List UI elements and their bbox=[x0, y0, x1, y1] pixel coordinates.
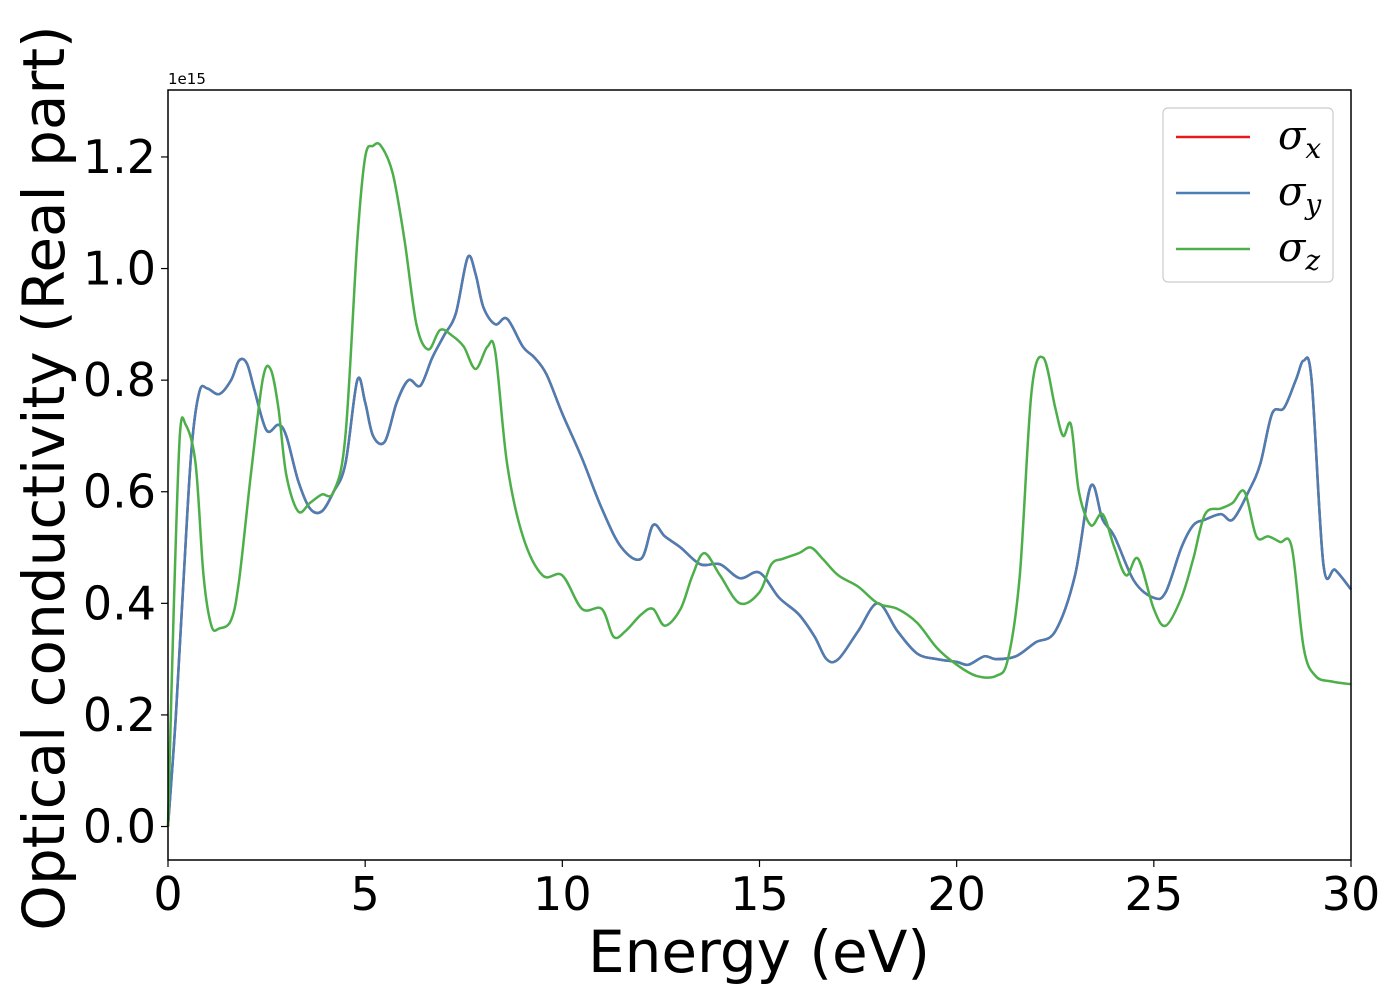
x-tick-label: 20 bbox=[927, 867, 986, 921]
y-tick-label: 0.0 bbox=[83, 800, 156, 854]
x-axis-ticks: 0 5 10 15 20 25 30 bbox=[153, 860, 1380, 921]
y-axis-label: Optical conductivity (Real part) bbox=[10, 25, 78, 930]
y-tick-label: 0.4 bbox=[83, 576, 156, 630]
x-tick-label: 5 bbox=[351, 867, 380, 921]
y-tick-label: 0.8 bbox=[83, 353, 156, 407]
legend-box bbox=[1162, 107, 1334, 283]
y-axis-ticks: 0.0 0.2 0.4 0.6 0.8 1.0 1.2 bbox=[83, 130, 168, 854]
y-tick-label: 0.6 bbox=[83, 465, 156, 519]
legend-label-y: σy bbox=[1278, 169, 1322, 221]
x-axis-label: Energy (eV) bbox=[588, 918, 930, 986]
x-tick-label: 15 bbox=[730, 867, 789, 921]
y-tick-label: 1.2 bbox=[83, 130, 156, 184]
y-tick-label: 0.2 bbox=[83, 688, 156, 742]
legend-label-x: σx bbox=[1278, 113, 1321, 165]
series-line-y bbox=[166, 254, 1352, 827]
x-tick-label: 10 bbox=[533, 867, 592, 921]
x-tick-label: 0 bbox=[153, 867, 182, 921]
y-tick-label: 1.0 bbox=[83, 242, 156, 296]
x-tick-label: 30 bbox=[1322, 867, 1381, 921]
x-tick-label: 25 bbox=[1125, 867, 1184, 921]
series-line-x bbox=[166, 254, 1352, 827]
series-lines bbox=[166, 141, 1352, 827]
legend-label-z: σz bbox=[1278, 225, 1320, 277]
y-offset-text: 1e15 bbox=[168, 70, 206, 88]
series-line-z bbox=[166, 141, 1352, 827]
